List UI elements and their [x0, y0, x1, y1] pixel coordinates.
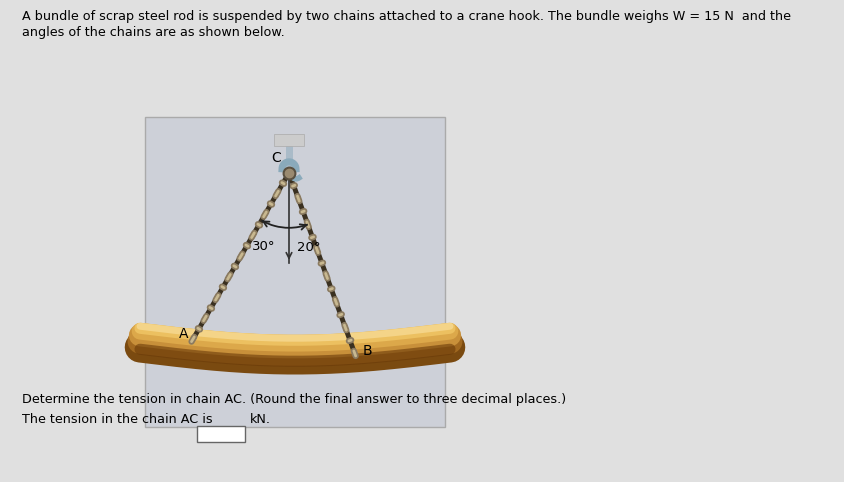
- Text: Determine the tension in chain AC. (Round the final answer to three decimal plac: Determine the tension in chain AC. (Roun…: [22, 393, 565, 406]
- FancyBboxPatch shape: [197, 426, 245, 442]
- Text: The tension in the chain AC is: The tension in the chain AC is: [22, 413, 213, 426]
- Text: C: C: [271, 151, 281, 165]
- Text: A bundle of scrap steel rod is suspended by two chains attached to a crane hook.: A bundle of scrap steel rod is suspended…: [22, 10, 790, 23]
- FancyBboxPatch shape: [145, 117, 445, 427]
- Text: A: A: [178, 327, 187, 341]
- Text: B: B: [362, 345, 372, 359]
- Text: kN.: kN.: [250, 413, 271, 426]
- Text: 30°: 30°: [252, 240, 276, 253]
- FancyBboxPatch shape: [273, 134, 304, 146]
- Text: angles of the chains are as shown below.: angles of the chains are as shown below.: [22, 26, 284, 39]
- Text: 20°: 20°: [296, 241, 320, 254]
